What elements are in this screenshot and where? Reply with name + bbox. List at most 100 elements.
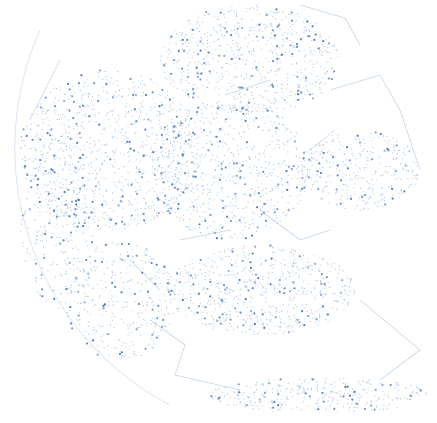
- globe-dot: [153, 331, 155, 333]
- globe-dot: [395, 159, 397, 161]
- globe-dot: [336, 392, 338, 394]
- globe-dot: [237, 86, 239, 88]
- globe-dot: [251, 313, 253, 315]
- globe-dot: [118, 95, 120, 97]
- globe-dot: [402, 167, 404, 169]
- globe-dot: [242, 270, 244, 273]
- globe-dot: [243, 392, 245, 394]
- globe-dot: [404, 164, 407, 167]
- globe-dot: [188, 96, 191, 98]
- globe-dot: [332, 139, 334, 141]
- globe-dot: [224, 321, 226, 323]
- globe-dot: [65, 179, 67, 181]
- globe-dot: [79, 148, 81, 151]
- globe-dot: [126, 301, 128, 304]
- globe-dot: [101, 144, 103, 146]
- globe-dot: [174, 136, 178, 139]
- globe-dot: [105, 310, 107, 312]
- globe-dot: [266, 108, 268, 110]
- globe-dot: [26, 125, 28, 127]
- globe-dot: [265, 167, 267, 169]
- globe-dot: [242, 54, 244, 56]
- globe-dot: [44, 161, 46, 163]
- globe-dot: [231, 249, 233, 251]
- globe-dot: [256, 230, 258, 232]
- globe-dot: [260, 293, 262, 296]
- globe-dot: [296, 63, 298, 65]
- globe-dot: [274, 287, 276, 289]
- globe-dot: [106, 79, 108, 81]
- globe-dot: [118, 181, 120, 183]
- globe-dot: [297, 389, 299, 391]
- globe-dot: [289, 44, 292, 47]
- globe-dot: [375, 171, 377, 173]
- globe-dot: [59, 86, 61, 88]
- globe-dot: [150, 79, 153, 81]
- globe-dot: [138, 316, 140, 318]
- globe-dot: [178, 281, 181, 284]
- globe-dot: [414, 175, 416, 177]
- globe-dot: [62, 134, 64, 136]
- globe-dot: [181, 127, 183, 130]
- globe-dot: [302, 157, 305, 160]
- globe-dot: [180, 122, 183, 125]
- globe-dot: [275, 132, 277, 134]
- globe-dot: [299, 325, 301, 327]
- globe-dot: [196, 274, 198, 277]
- network-line: [299, 229, 331, 241]
- globe-dot: [396, 382, 398, 384]
- globe-dot: [330, 153, 332, 155]
- globe-dot: [132, 256, 134, 258]
- globe-dot: [159, 113, 161, 115]
- globe-dot: [129, 195, 131, 197]
- globe-dot: [77, 319, 80, 321]
- globe-dot: [288, 13, 290, 15]
- globe-dot: [172, 128, 174, 130]
- globe-dot: [201, 273, 203, 275]
- globe-dot: [327, 42, 331, 45]
- globe-dot: [283, 108, 285, 110]
- globe-dot: [247, 101, 251, 104]
- globe-dot: [275, 80, 277, 82]
- globe-dot: [161, 285, 163, 287]
- globe-dot: [245, 141, 249, 144]
- globe-dot: [259, 200, 261, 202]
- globe-dot: [80, 208, 82, 210]
- globe-dot: [79, 324, 81, 326]
- globe-dot: [208, 300, 210, 302]
- globe-dot: [146, 303, 148, 306]
- globe-dot: [327, 70, 329, 72]
- globe-dot: [216, 319, 219, 323]
- globe-dot: [379, 132, 382, 136]
- globe-dot: [47, 117, 49, 119]
- globe-dot: [173, 197, 175, 199]
- globe-dot: [360, 177, 362, 179]
- globe-dot: [58, 205, 60, 207]
- globe-dot: [219, 319, 221, 321]
- globe-dot: [138, 170, 141, 173]
- globe-dot: [215, 31, 217, 33]
- globe-dot: [163, 46, 165, 48]
- globe-dot: [274, 205, 276, 207]
- globe-dot: [201, 21, 203, 23]
- globe-dot: [304, 166, 306, 168]
- globe-dot: [279, 166, 281, 168]
- globe-dot: [159, 283, 161, 285]
- globe-dot: [370, 158, 374, 161]
- globe-dot: [115, 122, 117, 124]
- globe-dot: [111, 319, 114, 322]
- globe-dot: [386, 393, 388, 395]
- globe-dot: [374, 388, 377, 391]
- globe-dot: [122, 207, 124, 209]
- globe-dot: [221, 302, 224, 304]
- globe-dot: [258, 332, 260, 334]
- globe-dot: [369, 197, 371, 199]
- globe-dot: [289, 40, 291, 42]
- globe-dot: [172, 312, 174, 314]
- globe-dot: [323, 283, 326, 286]
- globe-dot: [370, 197, 372, 199]
- globe-dot: [282, 163, 284, 165]
- globe-dot: [331, 140, 333, 142]
- globe-dot: [194, 62, 196, 64]
- globe-dot: [199, 73, 201, 75]
